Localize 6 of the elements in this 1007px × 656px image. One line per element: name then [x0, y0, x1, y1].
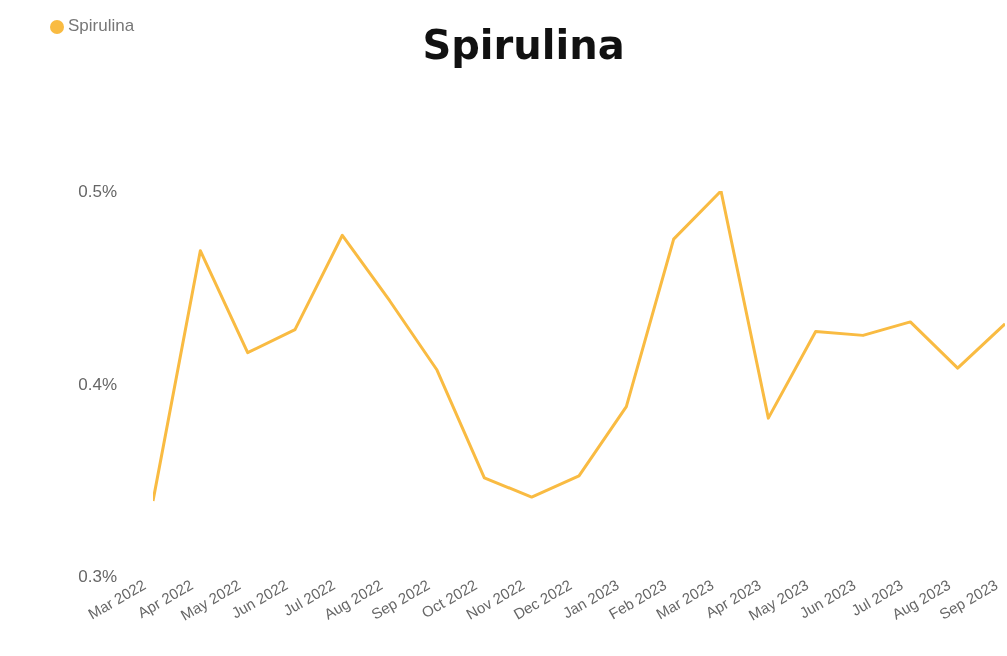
legend-label: Spirulina — [68, 16, 135, 35]
y-tick-label: 0.3% — [78, 567, 117, 587]
y-tick-label: 0.4% — [78, 374, 117, 394]
chart-title: Spirulina — [422, 22, 625, 68]
line-series — [153, 191, 1005, 503]
y-tick-label: 0.5% — [78, 182, 117, 202]
